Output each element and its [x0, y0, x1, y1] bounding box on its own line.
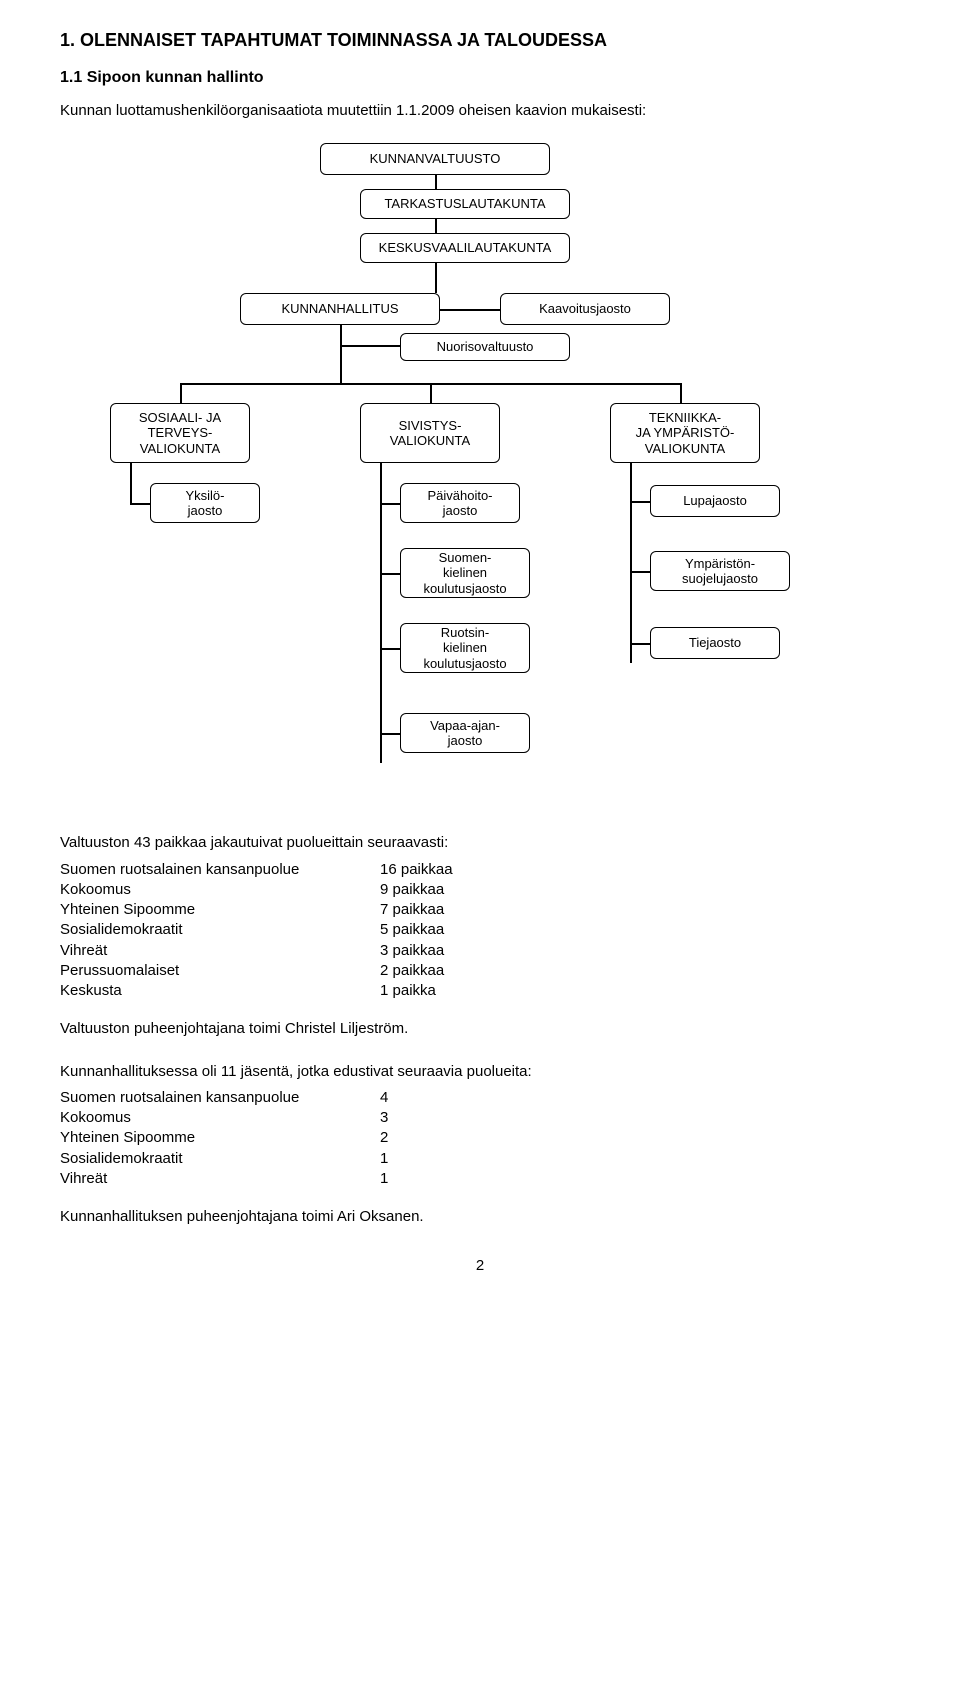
party-name: Perussuomalaiset — [60, 961, 380, 981]
party-seats: 5 paikkaa — [380, 920, 444, 940]
party-name: Sosialidemokraatit — [60, 920, 380, 940]
table-row: Perussuomalaiset2 paikkaa — [60, 961, 900, 981]
connector — [130, 503, 150, 505]
heading-2: 1.1 Sipoon kunnan hallinto — [60, 69, 900, 87]
box-kaavoitusjaosto: Kaavoitusjaosto — [500, 293, 670, 325]
party-name: Kokoomus — [60, 880, 380, 900]
party-seats: 7 paikkaa — [380, 900, 444, 920]
connector — [380, 463, 382, 763]
party-name: Suomen ruotsalainen kansanpuolue — [60, 1088, 380, 1108]
table-row: Sosialidemokraatit1 — [60, 1149, 900, 1169]
table-row: Suomen ruotsalainen kansanpuolue16 paikk… — [60, 860, 900, 880]
connector — [630, 643, 650, 645]
table-row: Vihreät3 paikkaa — [60, 941, 900, 961]
party-name: Yhteinen Sipoomme — [60, 900, 380, 920]
connector — [435, 219, 437, 233]
connector — [380, 573, 400, 575]
org-chart: KUNNANVALTUUSTO TARKASTUSLAUTAKUNTA KESK… — [60, 143, 880, 803]
heading-1: 1. OLENNAISET TAPAHTUMAT TOIMINNASSA JA … — [60, 30, 900, 51]
connector — [340, 345, 400, 347]
connector — [430, 383, 432, 403]
party-name: Keskusta — [60, 981, 380, 1001]
party-seats: 1 paikka — [380, 981, 436, 1001]
table-row: Keskusta1 paikka — [60, 981, 900, 1001]
table-row: Suomen ruotsalainen kansanpuolue4 — [60, 1088, 900, 1108]
table-row: Yhteinen Sipoomme2 — [60, 1128, 900, 1148]
intro-paragraph: Kunnan luottamushenkilöorganisaatiota mu… — [60, 101, 900, 121]
box-lupajaosto: Lupajaosto — [650, 485, 780, 517]
party-count: 2 — [380, 1128, 388, 1148]
connector — [380, 648, 400, 650]
party-name: Vihreät — [60, 941, 380, 961]
box-keskusvaalilautakunta: KESKUSVAALILAUTAKUNTA — [360, 233, 570, 263]
connector — [180, 383, 182, 403]
box-ruotsinkielinen-koulutusjaosto: Ruotsin- kielinen koulutusjaosto — [400, 623, 530, 673]
table-row: Kokoomus9 paikkaa — [60, 880, 900, 900]
box-tarkastuslautakunta: TARKASTUSLAUTAKUNTA — [360, 189, 570, 219]
hall-table: Suomen ruotsalainen kansanpuolue4 Kokoom… — [60, 1088, 900, 1189]
party-count: 1 — [380, 1169, 388, 1189]
box-kunnanhallitus: KUNNANHALLITUS — [240, 293, 440, 325]
connector — [130, 463, 132, 503]
connector — [630, 501, 650, 503]
party-name: Vihreät — [60, 1169, 380, 1189]
box-kunnanvaltuusto: KUNNANVALTUUSTO — [320, 143, 550, 175]
box-paivahoitojaosto: Päivähoito- jaosto — [400, 483, 520, 523]
page-number: 2 — [60, 1257, 900, 1274]
party-count: 4 — [380, 1088, 388, 1108]
seats-table: Suomen ruotsalainen kansanpuolue16 paikk… — [60, 860, 900, 1002]
table-row: Yhteinen Sipoomme7 paikkaa — [60, 900, 900, 920]
party-seats: 9 paikkaa — [380, 880, 444, 900]
connector — [380, 503, 400, 505]
connector — [630, 463, 632, 663]
connector — [340, 345, 342, 383]
seats-intro: Valtuuston 43 paikkaa jakautuivat puolue… — [60, 833, 900, 853]
hall-intro: Kunnanhallituksessa oli 11 jäsentä, jotk… — [60, 1062, 900, 1082]
box-nuorisovaltuusto: Nuorisovaltuusto — [400, 333, 570, 361]
seats-block: Valtuuston 43 paikkaa jakautuivat puolue… — [60, 833, 900, 1001]
connector — [340, 325, 342, 345]
box-vapaa-ajan-jaosto: Vapaa-ajan- jaosto — [400, 713, 530, 753]
connector — [380, 733, 400, 735]
connector — [435, 263, 437, 293]
party-name: Suomen ruotsalainen kansanpuolue — [60, 860, 380, 880]
hall-block: Kunnanhallituksessa oli 11 jäsentä, jotk… — [60, 1062, 900, 1190]
party-seats: 16 paikkaa — [380, 860, 453, 880]
box-suomenkielinen-koulutusjaosto: Suomen- kielinen koulutusjaosto — [400, 548, 530, 598]
party-name: Sosialidemokraatit — [60, 1149, 380, 1169]
connector — [440, 309, 500, 311]
party-count: 3 — [380, 1108, 388, 1128]
valtuusto-chair: Valtuuston puheenjohtajana toimi Christe… — [60, 1019, 900, 1039]
table-row: Kokoomus3 — [60, 1108, 900, 1128]
hall-chair: Kunnanhallituksen puheenjohtajana toimi … — [60, 1207, 900, 1227]
party-count: 1 — [380, 1149, 388, 1169]
party-seats: 3 paikkaa — [380, 941, 444, 961]
connector — [435, 175, 437, 189]
party-name: Kokoomus — [60, 1108, 380, 1128]
box-tiejaosto: Tiejaosto — [650, 627, 780, 659]
connector — [680, 383, 682, 403]
box-yksilojaosto: Yksilö- jaosto — [150, 483, 260, 523]
box-sivistys-valiokunta: SIVISTYS- VALIOKUNTA — [360, 403, 500, 463]
box-sosiaali-terveys-valiokunta: SOSIAALI- JA TERVEYS- VALIOKUNTA — [110, 403, 250, 463]
box-ymparistonsuojelujaosto: Ympäristön- suojelujaosto — [650, 551, 790, 591]
party-seats: 2 paikkaa — [380, 961, 444, 981]
party-name: Yhteinen Sipoomme — [60, 1128, 380, 1148]
connector — [630, 571, 650, 573]
table-row: Vihreät1 — [60, 1169, 900, 1189]
box-tekniikka-ymparisto-valiokunta: TEKNIIKKA- JA YMPÄRISTÖ- VALIOKUNTA — [610, 403, 760, 463]
table-row: Sosialidemokraatit5 paikkaa — [60, 920, 900, 940]
